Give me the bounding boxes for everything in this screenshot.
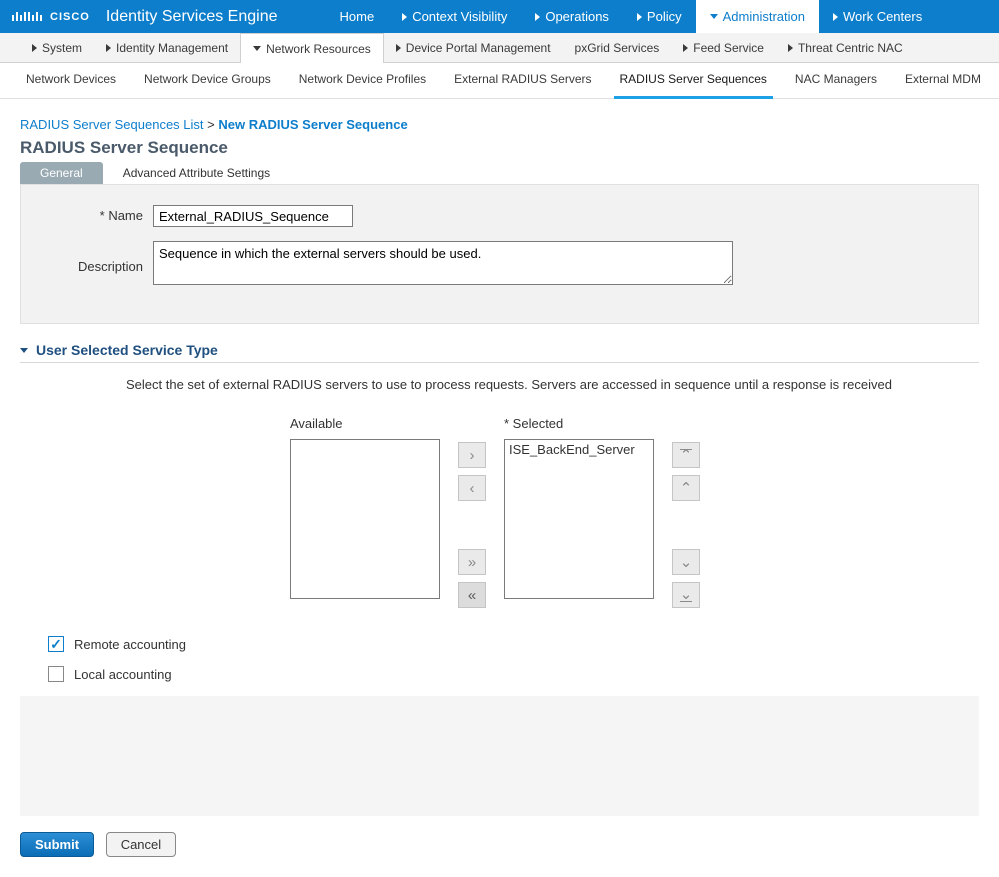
- caret-icon: [402, 13, 407, 21]
- caret-icon: [833, 13, 838, 21]
- caret-down-icon: [253, 46, 261, 51]
- content: RADIUS Server Sequences List > New RADIU…: [0, 99, 999, 877]
- topnav-home[interactable]: Home: [326, 0, 389, 33]
- tab-advanced[interactable]: Advanced Attribute Settings: [103, 162, 290, 184]
- topnav-policy[interactable]: Policy: [623, 0, 696, 33]
- form-tabs: General Advanced Attribute Settings: [20, 162, 979, 184]
- list-item[interactable]: ISE_BackEnd_Server: [505, 440, 653, 459]
- name-label: Name: [41, 205, 153, 223]
- section-description: Select the set of external RADIUS server…: [126, 377, 979, 392]
- bar-up-icon: ⌃: [680, 449, 693, 462]
- tert-nav: Network Devices Network Device Groups Ne…: [0, 63, 999, 99]
- cancel-button[interactable]: Cancel: [106, 832, 176, 857]
- section-title: User Selected Service Type: [36, 342, 218, 358]
- page-title: RADIUS Server Sequence: [20, 138, 979, 158]
- subnav-system[interactable]: System: [20, 33, 94, 63]
- subnav-device-portal[interactable]: Device Portal Management: [384, 33, 563, 63]
- caret-down-icon: [20, 348, 28, 353]
- caret-icon: [535, 13, 540, 21]
- breadcrumb: RADIUS Server Sequences List > New RADIU…: [20, 117, 979, 132]
- breadcrumb-link[interactable]: RADIUS Server Sequences List: [20, 117, 204, 132]
- available-listbox[interactable]: [290, 439, 440, 599]
- subnav-pxgrid[interactable]: pxGrid Services: [563, 33, 672, 63]
- topnav-administration[interactable]: Administration: [696, 0, 819, 33]
- tert-external-mdm[interactable]: External MDM: [899, 63, 987, 99]
- topnav-work-centers[interactable]: Work Centers: [819, 0, 936, 33]
- tab-general[interactable]: General: [20, 162, 103, 184]
- remote-accounting-checkbox[interactable]: [48, 636, 64, 652]
- tert-network-device-profiles[interactable]: Network Device Profiles: [293, 63, 432, 99]
- selected-label: * Selected: [504, 416, 654, 431]
- move-all-left-button[interactable]: «: [458, 582, 486, 608]
- name-input[interactable]: [153, 205, 353, 227]
- selected-listbox[interactable]: ISE_BackEnd_Server: [504, 439, 654, 599]
- topnav-context-visibility[interactable]: Context Visibility: [388, 0, 521, 33]
- double-chevron-left-icon: «: [468, 587, 476, 604]
- submit-button[interactable]: Submit: [20, 832, 94, 857]
- tert-network-device-groups[interactable]: Network Device Groups: [138, 63, 277, 99]
- tert-external-radius[interactable]: External RADIUS Servers: [448, 63, 597, 99]
- remote-accounting-row: Remote accounting: [48, 636, 979, 652]
- sub-nav: System Identity Management Network Resou…: [0, 33, 999, 63]
- local-accounting-label: Local accounting: [74, 667, 172, 682]
- move-bottom-button[interactable]: ⌄: [672, 582, 700, 608]
- local-accounting-row: Local accounting: [48, 666, 979, 682]
- move-down-button[interactable]: ⌄: [672, 549, 700, 575]
- move-right-button[interactable]: ›: [458, 442, 486, 468]
- description-label: Description: [41, 241, 153, 274]
- subnav-network-resources[interactable]: Network Resources: [240, 33, 384, 63]
- available-label: Available: [290, 416, 440, 431]
- caret-down-icon: [710, 14, 718, 19]
- subnav-identity-management[interactable]: Identity Management: [94, 33, 240, 63]
- cisco-brand: CISCO: [50, 11, 90, 23]
- caret-icon: [683, 44, 688, 52]
- chevron-up-icon: ⌃: [680, 479, 693, 497]
- remote-accounting-label: Remote accounting: [74, 637, 186, 652]
- double-chevron-right-icon: »: [468, 554, 476, 571]
- local-accounting-checkbox[interactable]: [48, 666, 64, 682]
- tert-network-devices[interactable]: Network Devices: [20, 63, 122, 99]
- app-title: Identity Services Engine: [106, 8, 278, 26]
- caret-icon: [396, 44, 401, 52]
- move-left-button[interactable]: ‹: [458, 475, 486, 501]
- cisco-logo-icon: [12, 9, 44, 24]
- caret-icon: [106, 44, 111, 52]
- tert-nac-managers[interactable]: NAC Managers: [789, 63, 883, 99]
- section-header[interactable]: User Selected Service Type: [20, 342, 979, 363]
- subnav-threat-centric[interactable]: Threat Centric NAC: [776, 33, 915, 63]
- move-top-button[interactable]: ⌃: [672, 442, 700, 468]
- tert-radius-sequences[interactable]: RADIUS Server Sequences: [614, 63, 773, 99]
- caret-icon: [637, 13, 642, 21]
- description-input[interactable]: Sequence in which the external servers s…: [153, 241, 733, 285]
- chevron-right-icon: ›: [470, 447, 475, 464]
- bar-down-icon: ⌄: [680, 589, 693, 602]
- form-panel: Name Description Sequence in which the e…: [20, 184, 979, 324]
- spacer-panel: [20, 696, 979, 816]
- subnav-feed-service[interactable]: Feed Service: [671, 33, 776, 63]
- topnav-operations[interactable]: Operations: [521, 0, 623, 33]
- dual-list: Available › ‹ » « * Selected ISE_BackEnd…: [290, 416, 979, 608]
- caret-icon: [32, 44, 37, 52]
- breadcrumb-current: New RADIUS Server Sequence: [218, 117, 407, 132]
- caret-icon: [788, 44, 793, 52]
- chevron-down-icon: ⌄: [680, 553, 693, 571]
- move-all-right-button[interactable]: »: [458, 549, 486, 575]
- move-up-button[interactable]: ⌃: [672, 475, 700, 501]
- breadcrumb-sep: >: [207, 117, 215, 132]
- button-bar: Submit Cancel: [20, 832, 979, 857]
- top-nav: CISCO Identity Services Engine Home Cont…: [0, 0, 999, 33]
- chevron-left-icon: ‹: [470, 480, 475, 497]
